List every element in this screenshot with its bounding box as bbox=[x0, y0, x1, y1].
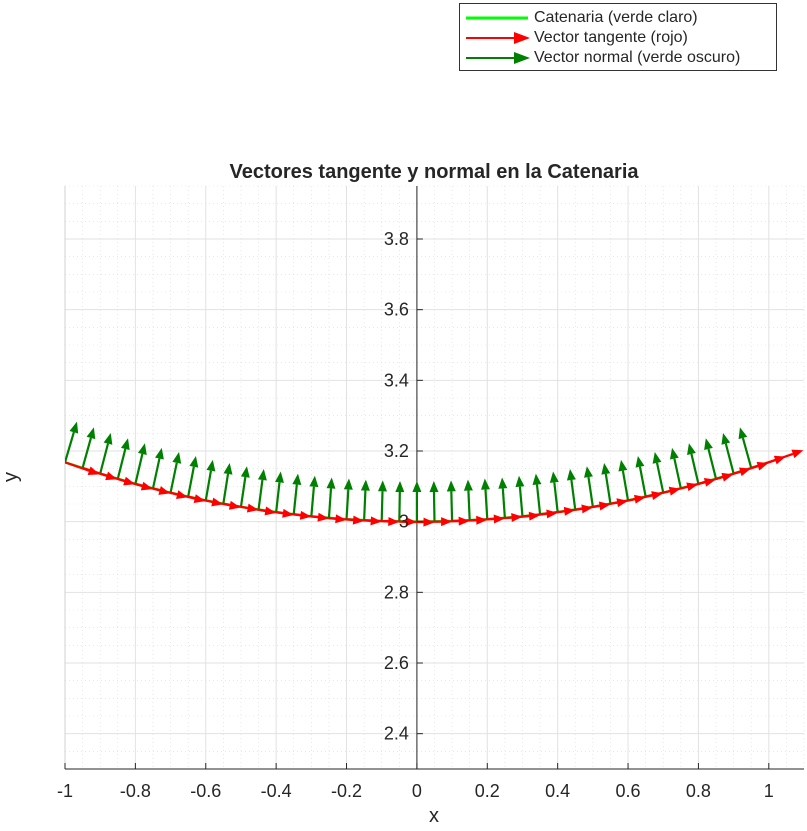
normal-vector-arrow-shaft bbox=[364, 491, 365, 521]
legend-arrow-swatch bbox=[464, 48, 534, 68]
x-tick-label: -0.6 bbox=[190, 781, 221, 801]
x-tick-label: 0.2 bbox=[475, 781, 500, 801]
normal-vector-arrow-shaft bbox=[434, 492, 435, 522]
legend-label-tangent: Vector tangente (rojo) bbox=[534, 29, 688, 47]
y-tick-label: 3.2 bbox=[384, 441, 409, 461]
legend-item-normal: Vector normal (verde oscuro) bbox=[464, 48, 774, 68]
x-tick-label: -1 bbox=[57, 781, 73, 801]
legend: Catenaria (verde claro) Vector tangente … bbox=[459, 3, 777, 71]
legend-arrow-swatch bbox=[464, 28, 534, 48]
y-tick-label: 3.4 bbox=[384, 370, 409, 390]
normal-vector-arrow-shaft bbox=[382, 491, 383, 521]
legend-label-catenary: Catenaria (verde claro) bbox=[534, 9, 698, 27]
y-tick-label: 3.6 bbox=[384, 300, 409, 320]
x-tick-label: -0.2 bbox=[331, 781, 362, 801]
x-tick-label: 0.8 bbox=[686, 781, 711, 801]
normal-vector-arrow-shaft bbox=[451, 491, 452, 521]
x-tick-label: 1 bbox=[764, 781, 774, 801]
y-axis-label: y bbox=[0, 472, 22, 482]
legend-label-normal: Vector normal (verde oscuro) bbox=[534, 49, 740, 67]
y-tick-label: 3 bbox=[399, 512, 409, 532]
x-tick-label: 0.6 bbox=[616, 781, 641, 801]
x-tick-label: -0.8 bbox=[120, 781, 151, 801]
y-tick-label: 2.6 bbox=[384, 653, 409, 673]
normal-vector-arrow-shaft bbox=[468, 491, 469, 521]
y-tick-label: 2.4 bbox=[384, 724, 409, 744]
legend-line-swatch bbox=[464, 8, 534, 28]
y-tick-label: 3.8 bbox=[384, 229, 409, 249]
x-axis-label: x bbox=[429, 805, 439, 826]
x-tick-label: 0.4 bbox=[545, 781, 570, 801]
x-tick-label: -0.4 bbox=[261, 781, 292, 801]
legend-item-tangent: Vector tangente (rojo) bbox=[464, 28, 774, 48]
axes-background bbox=[65, 186, 804, 769]
legend-item-catenary: Catenaria (verde claro) bbox=[464, 8, 774, 28]
x-tick-label: 0 bbox=[412, 781, 422, 801]
y-tick-label: 2.8 bbox=[384, 582, 409, 602]
chart-title: Vectores tangente y normal en la Catenar… bbox=[229, 161, 639, 183]
